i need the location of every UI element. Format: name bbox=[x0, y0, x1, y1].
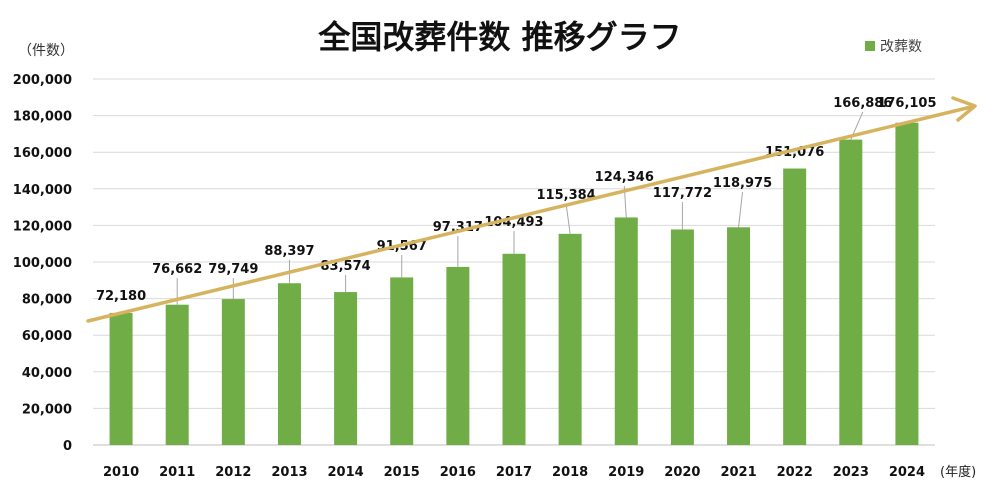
data-label: 97,317 bbox=[433, 220, 483, 235]
x-tick-label: 2017 bbox=[496, 465, 532, 480]
data-label: 124,346 bbox=[595, 170, 654, 185]
data-label: 76,662 bbox=[152, 262, 202, 277]
x-tick-label: 2014 bbox=[328, 465, 364, 480]
y-tick-label: 0 bbox=[63, 439, 72, 454]
data-label: 104,493 bbox=[484, 215, 543, 230]
data-label: 176,105 bbox=[877, 96, 936, 111]
x-tick-label: 2018 bbox=[552, 465, 588, 480]
bar bbox=[334, 292, 358, 445]
y-tick-label: 120,000 bbox=[13, 219, 72, 234]
x-tick-label: 2022 bbox=[777, 465, 813, 480]
bar bbox=[558, 233, 582, 445]
x-tick-label: 2011 bbox=[159, 465, 195, 480]
data-label: 166,886 bbox=[833, 96, 892, 111]
x-tick-label: 2024 bbox=[889, 465, 925, 480]
y-tick-label: 160,000 bbox=[13, 146, 72, 161]
x-tick-label: 2010 bbox=[103, 465, 139, 480]
x-tick-label: 2012 bbox=[215, 465, 251, 480]
y-tick-label: 20,000 bbox=[22, 402, 72, 417]
bar bbox=[502, 253, 526, 445]
x-tick-label: 2023 bbox=[833, 465, 869, 480]
legend-swatch bbox=[865, 41, 875, 51]
x-tick-label: 2015 bbox=[384, 465, 420, 480]
bar bbox=[614, 217, 638, 445]
y-tick-label: 60,000 bbox=[22, 329, 72, 344]
trend-arrow-line bbox=[86, 105, 973, 323]
bar bbox=[727, 227, 751, 445]
bar bbox=[783, 168, 807, 445]
y-tick-label: 200,000 bbox=[13, 73, 72, 88]
bar bbox=[390, 277, 414, 445]
bar bbox=[895, 122, 919, 446]
x-tick-label: 2016 bbox=[440, 465, 476, 480]
bar bbox=[221, 299, 245, 445]
leader-line bbox=[565, 203, 571, 234]
legend-label: 改葬数 bbox=[880, 39, 922, 55]
data-label: 79,749 bbox=[208, 262, 258, 277]
data-label: 117,772 bbox=[653, 186, 712, 201]
x-tick-label: 2021 bbox=[720, 465, 756, 480]
y-tick-label: 40,000 bbox=[22, 366, 72, 381]
chart-title: 全国改葬件数 推移グラフ bbox=[318, 18, 682, 56]
x-axis-label: (年度) bbox=[940, 464, 976, 480]
x-tick-label: 2013 bbox=[271, 465, 307, 480]
bar bbox=[670, 229, 694, 445]
data-label: 115,384 bbox=[537, 188, 596, 203]
y-tick-label: 140,000 bbox=[13, 183, 72, 198]
bar bbox=[165, 304, 189, 445]
y-tick-label: 180,000 bbox=[13, 110, 72, 125]
y-axis-label: （件数） bbox=[18, 43, 74, 59]
y-tick-label: 100,000 bbox=[13, 256, 72, 271]
leader-line bbox=[738, 191, 744, 228]
x-tick-label: 2020 bbox=[664, 465, 700, 480]
y-tick-label: 80,000 bbox=[22, 293, 72, 308]
bar bbox=[277, 283, 301, 445]
trend-arrow-head-icon bbox=[951, 96, 977, 122]
legend: 改葬数 bbox=[865, 36, 922, 56]
data-label: 118,975 bbox=[713, 176, 772, 191]
data-label: 151,076 bbox=[765, 145, 824, 160]
x-tick-label: 2019 bbox=[608, 465, 644, 480]
data-label: 88,397 bbox=[264, 244, 314, 259]
bar bbox=[839, 139, 863, 445]
data-label: 72,180 bbox=[96, 289, 146, 304]
bar bbox=[446, 266, 470, 445]
bar bbox=[109, 312, 133, 445]
